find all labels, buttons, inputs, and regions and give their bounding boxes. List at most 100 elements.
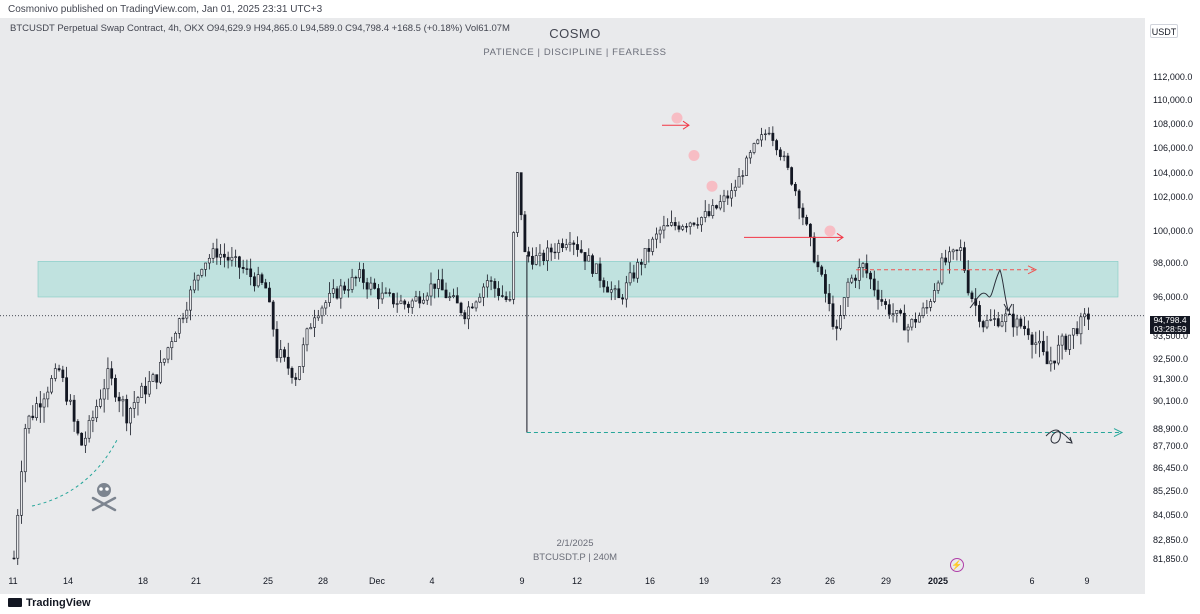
price-tick-label: 110,000.0 xyxy=(1153,95,1192,105)
candle-body xyxy=(805,217,809,225)
candle-body xyxy=(884,301,887,305)
candle-body xyxy=(1030,334,1034,345)
projection-squiggle xyxy=(969,268,1009,311)
candle-body xyxy=(914,318,918,323)
candle-body xyxy=(576,244,579,250)
demand-zone[interactable] xyxy=(37,261,1119,298)
candle-body xyxy=(384,292,388,294)
candle-body xyxy=(339,285,343,299)
candle-body xyxy=(651,238,655,252)
candle-body xyxy=(752,143,756,153)
symbol-legend[interactable]: BTCUSDT Perpetual Swap Contract, 4h, OKX… xyxy=(10,23,510,34)
lower-high-arrow-head xyxy=(836,232,844,242)
candle-body xyxy=(639,262,643,265)
candle-body xyxy=(756,139,760,144)
candle-body xyxy=(309,327,313,330)
currency-selector[interactable]: USDT xyxy=(1150,24,1178,38)
price-tick-label: 96,000.0 xyxy=(1153,292,1188,302)
candle-body xyxy=(542,252,546,262)
swing-high-marker[interactable] xyxy=(824,225,836,237)
candle-body xyxy=(932,290,936,302)
candle-body xyxy=(801,207,805,218)
time-tick-label: 12 xyxy=(572,576,582,586)
price-tick-label: 93,500.0 xyxy=(1153,331,1188,341)
tradingview-logo[interactable]: TradingView xyxy=(8,597,91,609)
candle-body xyxy=(876,289,880,300)
candle-body xyxy=(320,307,324,317)
swing-high-marker[interactable] xyxy=(671,112,683,124)
candle-body xyxy=(936,282,940,291)
candle-body xyxy=(1000,321,1004,327)
candle-body xyxy=(955,249,959,252)
candle-body xyxy=(485,280,489,288)
candle-body xyxy=(865,263,869,274)
time-tick-label: 4 xyxy=(429,576,434,586)
candle-body xyxy=(711,205,715,216)
candle-body xyxy=(1083,313,1087,318)
chart-area[interactable]: 112,000.0 110,000.0 108,000.0 106,000.0 104,… xyxy=(0,18,1200,594)
price-tick-label: 102,000.0 xyxy=(1153,192,1193,202)
candle-body xyxy=(106,368,110,390)
candle-body xyxy=(617,288,621,299)
candle-body xyxy=(561,243,564,248)
candle-body xyxy=(793,183,797,192)
candle-body xyxy=(226,256,230,261)
candle-body xyxy=(166,347,170,360)
candle-body xyxy=(1064,335,1068,350)
candle-body xyxy=(730,190,733,199)
candle-body xyxy=(343,285,346,291)
candle-body xyxy=(500,295,504,297)
candle-body xyxy=(313,317,316,328)
candle-body xyxy=(1004,313,1008,323)
candle-body xyxy=(564,244,568,248)
candle-body xyxy=(613,288,617,291)
candle-body xyxy=(222,253,226,258)
candle-body xyxy=(437,279,440,289)
candle-body xyxy=(587,255,591,262)
target-loop-sketch xyxy=(1045,429,1073,444)
candle-body xyxy=(245,268,249,270)
candle-body xyxy=(87,420,91,439)
time-tick-label: Dec xyxy=(369,576,386,586)
candle-body xyxy=(95,406,99,419)
time-tick-label: 14 xyxy=(63,576,73,586)
price-tick-label: 92,500.0 xyxy=(1153,354,1188,364)
candle-body xyxy=(940,257,944,284)
candle-body xyxy=(301,344,305,367)
candle-body xyxy=(647,247,651,252)
swing-high-marker[interactable] xyxy=(688,150,700,161)
candle-body xyxy=(42,398,46,408)
candle-body xyxy=(1075,328,1079,335)
price-tick-label: 90,100.0 xyxy=(1153,396,1188,406)
candle-body xyxy=(399,300,403,304)
candle-body xyxy=(331,288,335,294)
price-tick-label: 82,850.0 xyxy=(1153,535,1188,545)
candle-body xyxy=(80,432,84,446)
candle-body xyxy=(455,295,459,304)
candle-body xyxy=(857,267,861,281)
price-tick-label: 88,900.0 xyxy=(1153,424,1188,434)
watermark-subtitle: PATIENCE | DISCIPLINE | FEARLESS xyxy=(483,47,667,58)
lightning-icon[interactable]: ⚡ xyxy=(950,558,964,572)
price-tick-label: 84,050.0 xyxy=(1153,510,1188,520)
candle-body xyxy=(23,428,27,473)
candle-body xyxy=(643,247,647,265)
swing-high-marker[interactable] xyxy=(706,180,718,192)
candle-body xyxy=(963,247,966,271)
candle-body xyxy=(260,274,264,283)
candle-body xyxy=(948,251,951,263)
candle-body xyxy=(414,296,418,302)
candle-body xyxy=(527,251,531,257)
candle-body xyxy=(872,278,876,291)
candle-body xyxy=(121,398,125,402)
candle-body xyxy=(910,318,914,328)
candle-body xyxy=(726,195,730,199)
liquidity-arrow-head xyxy=(1113,428,1124,437)
candle-body xyxy=(579,249,583,253)
price-tick-label: 81,850.0 xyxy=(1153,554,1188,564)
candle-body xyxy=(117,396,121,402)
candle-body xyxy=(606,286,609,293)
candle-body xyxy=(433,283,437,289)
chart-svg[interactable]: 112,000.0 110,000.0 108,000.0 106,000.0 104,… xyxy=(0,18,1200,594)
candle-body xyxy=(335,288,339,299)
